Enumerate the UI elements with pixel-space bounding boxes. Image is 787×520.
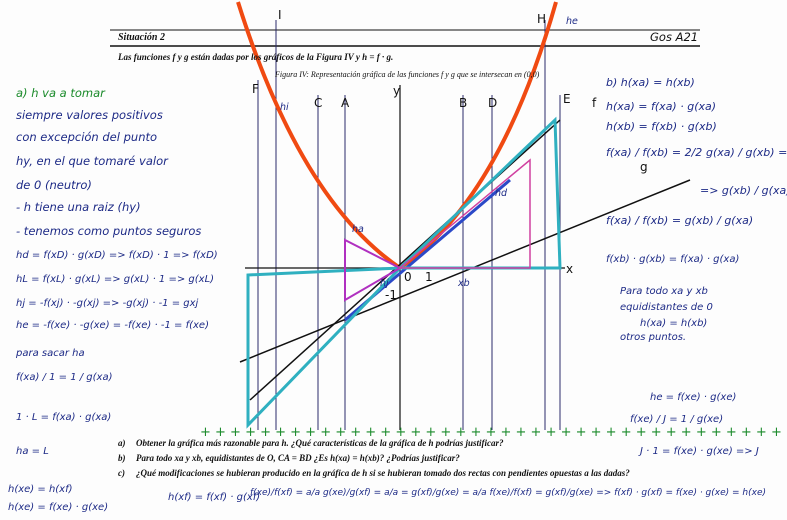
handwritten-note: h(xa) = f(xa) · g(xa) (606, 100, 717, 113)
handwritten-note: f(xe)/f(xf) = a/a g(xe)/g(xf) = a/a = g(… (250, 488, 767, 498)
handwritten-note: a) h va a tomar (16, 86, 105, 100)
handwritten-note: hy, en el que tomaré valor (16, 154, 168, 168)
caption: Figura IV: Representación gráfica de las… (275, 70, 540, 79)
cyan-triangle (246, 266, 404, 429)
handwritten-note: para sacar ha (16, 348, 85, 359)
handwritten-note: h(xa) = h(xb) (640, 318, 708, 329)
group: Gos A21 (650, 30, 699, 44)
fig-label: H (537, 12, 547, 26)
line-f (249, 119, 561, 401)
question-text: Para todo xa y xb, equidistantes de O, C… (136, 453, 460, 463)
handwritten-note: f(xa) / f(xb) = 2/2 (606, 146, 703, 159)
question-label: a) (118, 438, 126, 448)
fig-label: I (278, 8, 282, 22)
handwritten-note: h(xe) = h(xf) (8, 484, 73, 495)
handwritten-note: ha = L (16, 446, 49, 457)
fig-label: hi (280, 102, 289, 113)
fig-label: he (566, 16, 578, 27)
handwritten-note: 1 · L = f(xa) · g(xa) (16, 412, 112, 423)
handwritten-note: f(xa) / 1 = 1 / g(xa) (16, 372, 113, 383)
fig-label: C (314, 96, 323, 110)
handwritten-note: h(xe) = f(xe) · g(xe) (8, 502, 109, 513)
handwritten-note: con excepción del punto (16, 130, 158, 144)
handwritten-note: b) h(xa) = h(xb) (606, 76, 695, 89)
fig-label: xb (458, 278, 470, 289)
fig-label: -1 (385, 288, 397, 302)
handwritten-note: hd = f(xD) · g(xD) => f(xD) · 1 => f(xD) (16, 250, 218, 261)
fig-label: 1 (425, 270, 433, 284)
handwritten-note: - tenemos como puntos seguros (16, 224, 202, 238)
handwritten-note: hL = f(xL) · g(xL) => g(xL) · 1 => g(xL) (16, 274, 215, 285)
question-label: b) (118, 453, 126, 463)
fig-label: g (640, 160, 648, 174)
handwritten-note: otros puntos. (620, 332, 687, 343)
title: Situación 2 (118, 32, 165, 43)
fig-label: hj (380, 278, 389, 289)
svg-text:+ + + + + + + + + + + + + + +: + + + + + + + + + + + + + + + + + + + + … (200, 425, 782, 440)
purple-triangle (344, 238, 403, 302)
fig-label: E (563, 92, 571, 106)
plus-row: + + + + + + + + + + + + + + + + + + + + … (200, 425, 782, 440)
handwritten-note: f(xa) / f(xb) = g(xb) / g(xa) (606, 214, 754, 227)
question-text: ¿Qué modificaciones se hubieran producid… (136, 468, 630, 478)
handwritten-note: g(xa) / g(xb) = 2/2 (706, 146, 787, 159)
question-label: c) (118, 468, 125, 478)
fig-label: A (341, 96, 350, 110)
fig-label: f (592, 96, 597, 110)
handwritten-note: equidistantes de 0 (620, 302, 713, 313)
fig-label: x (566, 262, 574, 276)
fig-label: D (488, 96, 498, 110)
fig-label: hd (495, 188, 508, 199)
handwritten-note: hj = -f(xj) · -g(xj) => -g(xj) · -1 = gx… (16, 298, 199, 309)
handwritten-note: f(xe) / J = 1 / g(xe) (630, 414, 724, 425)
parabola-h (236, 1, 558, 271)
handwritten-note: - h tiene una raiz (hy) (16, 200, 141, 214)
fig-label: 0 (404, 270, 412, 284)
handwritten-note: h(xb) = f(xb) · g(xb) (606, 120, 717, 133)
fig-label: ha (352, 224, 364, 235)
handwritten-note: => g(xb) / g(xa) = 2/2 (700, 184, 787, 197)
handwritten-note: h(xf) = f(xf) · g(xf) (168, 492, 261, 503)
handwritten-note: f(xb) · g(xb) = f(xa) · g(xa) (606, 254, 740, 265)
handwritten-note: he = f(xe) · g(xe) (650, 392, 737, 403)
fig-label: F (252, 82, 259, 96)
handwritten-note: Para todo xa y xb (620, 286, 708, 297)
question-text: Obtener la gráfica más razonable para h.… (136, 438, 504, 448)
handwritten-note: siempre valores positivos (16, 108, 163, 122)
fig-label: B (459, 96, 468, 110)
handwritten-note: de 0 (neutro) (16, 178, 92, 192)
intro: Las funciones f y g están dadas por los … (118, 52, 394, 62)
pink-triangle (397, 158, 531, 269)
handwritten-note: J · 1 = f(xe) · g(xe) => J (640, 446, 759, 457)
handwritten-note: he = -f(xe) · -g(xe) = -f(xe) · -1 = f(x… (16, 320, 209, 331)
line-g (239, 179, 691, 363)
fig-label: y (393, 84, 401, 98)
